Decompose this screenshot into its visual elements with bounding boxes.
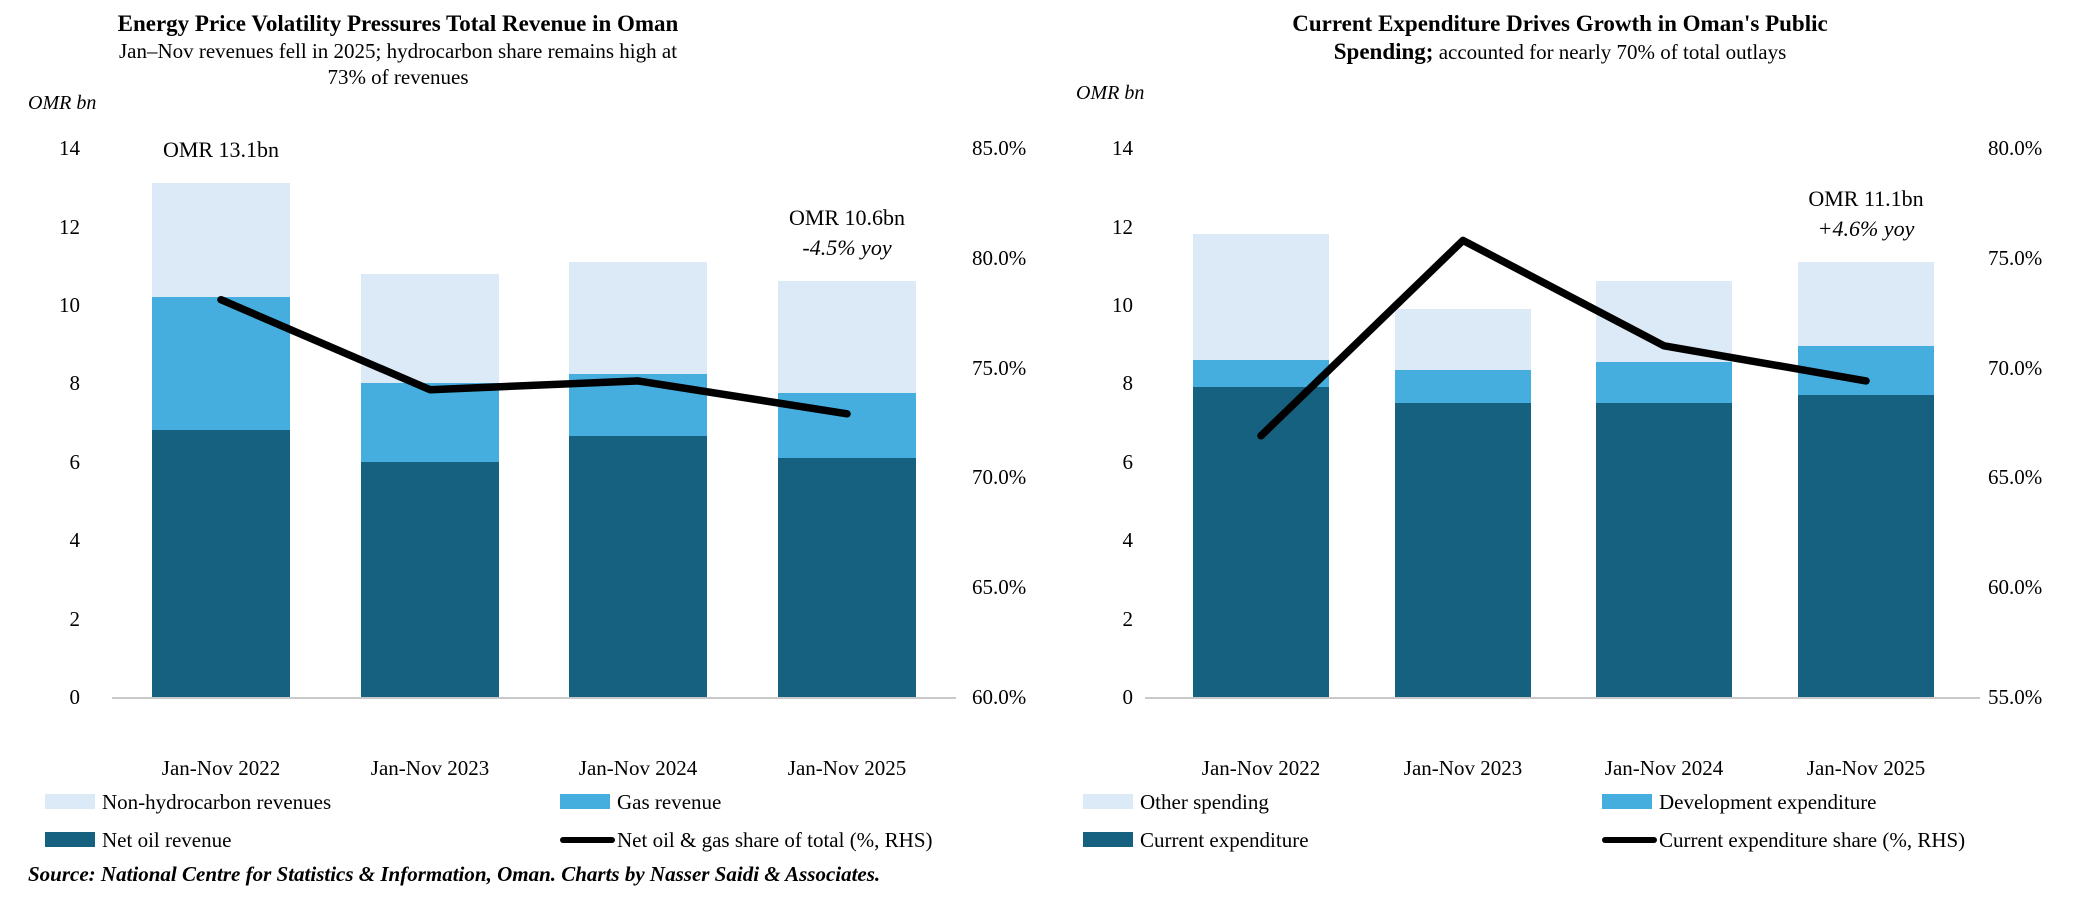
rhs-tick-label: 70.0% bbox=[972, 465, 1027, 490]
bar-segment-current-expenditure bbox=[1596, 403, 1732, 697]
rhs-tick-label: 80.0% bbox=[972, 245, 1027, 270]
lhs-tick-label: 4 bbox=[69, 528, 81, 553]
rhs-tick-label: 75.0% bbox=[1988, 245, 2043, 270]
bar-segment-gas-revenue bbox=[152, 297, 290, 431]
legend-swatch-development-expenditure bbox=[1602, 794, 1652, 809]
bar-segment-current-expenditure bbox=[1395, 403, 1531, 697]
rhs-tick-label: 55.0% bbox=[1988, 685, 2043, 709]
bar-segment-non-hydrocarbon-revenues bbox=[778, 281, 916, 394]
rhs-tick-label: 60.0% bbox=[1988, 575, 2043, 600]
right-chart-subtitle-part: accounted for nearly 70% of total outlay… bbox=[1433, 40, 1787, 64]
bar-segment-development-expenditure bbox=[1193, 359, 1329, 388]
category-label: Jan-Nov 2023 bbox=[1403, 756, 1523, 780]
right-chart-title-line2: Spending; accounted for nearly 70% of to… bbox=[1160, 38, 1960, 66]
category-label: Jan-Nov 2025 bbox=[1806, 756, 1926, 780]
share-line bbox=[217, 295, 851, 418]
bar-segment-non-hydrocarbon-revenues bbox=[152, 183, 290, 298]
legend-line-swatch bbox=[560, 837, 615, 843]
lhs-tick-label: 14 bbox=[1112, 136, 1133, 161]
bar-segment-net-oil-revenue bbox=[569, 436, 707, 697]
rhs-tick-label: 60.0% bbox=[972, 685, 1027, 709]
bar-annotation-line: +4.6% yoy bbox=[1817, 215, 1915, 241]
left-chart-subtitle-line2: 73% of revenues bbox=[327, 65, 469, 89]
bar-segment-other-spending bbox=[1596, 281, 1732, 362]
rhs-tick-label: 70.0% bbox=[1988, 355, 2043, 380]
left-chart-subtitle-line1: Jan–Nov revenues fell in 2025; hydrocarb… bbox=[118, 39, 678, 63]
lhs-tick-label: 2 bbox=[69, 606, 81, 631]
legend-label: Current expenditure bbox=[1140, 828, 1309, 852]
bar-segment-net-oil-revenue bbox=[152, 430, 290, 697]
bar-segment-gas-revenue bbox=[778, 393, 916, 458]
legend-label: Net oil revenue bbox=[102, 828, 232, 852]
bar-segment-development-expenditure bbox=[1798, 346, 1934, 396]
legend-line-swatch bbox=[1602, 837, 1657, 843]
rhs-tick-label: 75.0% bbox=[972, 355, 1027, 380]
lhs-tick-label: 10 bbox=[59, 293, 80, 317]
bar-segment-net-oil-revenue bbox=[778, 457, 916, 697]
lhs-tick-label: 12 bbox=[59, 214, 80, 239]
bar-annotation-line: -4.5% yoy bbox=[802, 235, 892, 261]
legend-label: Net oil & gas share of total (%, RHS) bbox=[617, 828, 933, 852]
legend-label: Non-hydrocarbon revenues bbox=[102, 790, 332, 814]
lhs-tick-label: 6 bbox=[69, 449, 81, 474]
bar-annotation-line: OMR 11.1bn bbox=[1808, 185, 1924, 211]
bar-segment-non-hydrocarbon-revenues bbox=[361, 273, 499, 384]
lhs-tick-label: 0 bbox=[1122, 685, 1134, 709]
lhs-tick-label: 12 bbox=[1112, 214, 1133, 239]
legend-label: Current expenditure share (%, RHS) bbox=[1659, 828, 1966, 852]
legend-swatch-other-spending bbox=[1083, 794, 1133, 809]
right-chart-title-line1: Current Expenditure Drives Growth in Oma… bbox=[1292, 11, 1828, 36]
rhs-tick-label: 80.0% bbox=[1988, 136, 2043, 161]
right-axis-unit-label: OMR bn bbox=[1076, 82, 1145, 104]
lhs-tick-label: 8 bbox=[1122, 371, 1134, 396]
category-label: Jan-Nov 2022 bbox=[1201, 756, 1321, 780]
category-label: Jan-Nov 2023 bbox=[370, 756, 490, 780]
legend-swatch-gas-revenue bbox=[560, 794, 610, 809]
right-chart-title-bold-part: Spending; bbox=[1333, 39, 1434, 64]
bar-segment-other-spending bbox=[1193, 234, 1329, 360]
lhs-tick-label: 8 bbox=[69, 371, 81, 396]
bar-segment-current-expenditure bbox=[1193, 387, 1329, 697]
legend-swatch-net-oil-revenue bbox=[45, 832, 95, 847]
lhs-tick-label: 2 bbox=[1122, 606, 1134, 631]
lhs-tick-label: 10 bbox=[1112, 293, 1133, 317]
bar-segment-other-spending bbox=[1798, 261, 1934, 347]
category-label: Jan-Nov 2024 bbox=[578, 756, 698, 780]
bar-segment-net-oil-revenue bbox=[361, 461, 499, 697]
lhs-tick-label: 14 bbox=[59, 136, 80, 161]
bar-segment-gas-revenue bbox=[361, 383, 499, 462]
left-chart-title: Energy Price Volatility Pressures Total … bbox=[117, 11, 679, 36]
bar-annotation-line: OMR 10.6bn bbox=[788, 205, 906, 231]
legend-label: Development expenditure bbox=[1659, 790, 1877, 814]
category-label: Jan-Nov 2024 bbox=[1604, 756, 1724, 780]
left-axis-unit-label: OMR bn bbox=[28, 92, 97, 114]
bar-segment-gas-revenue bbox=[569, 373, 707, 437]
lhs-tick-label: 4 bbox=[1122, 528, 1134, 553]
legend-swatch-current-expenditure bbox=[1083, 832, 1133, 847]
lhs-tick-label: 0 bbox=[69, 685, 81, 709]
lhs-tick-label: 6 bbox=[1122, 449, 1134, 474]
x-axis-line bbox=[1145, 697, 1980, 699]
legend-label: Gas revenue bbox=[617, 790, 722, 814]
bar-segment-current-expenditure bbox=[1798, 395, 1934, 697]
legend-label: Other spending bbox=[1140, 790, 1269, 814]
left-title-block: Energy Price Volatility Pressures Total … bbox=[0, 10, 796, 90]
share-line bbox=[1257, 236, 1870, 440]
category-label: Jan-Nov 2025 bbox=[787, 756, 907, 780]
rhs-tick-label: 65.0% bbox=[972, 575, 1027, 600]
right-title-block: Current Expenditure Drives Growth in Oma… bbox=[1160, 10, 1960, 66]
bar-segment-other-spending bbox=[1395, 308, 1531, 370]
category-label: Jan-Nov 2022 bbox=[161, 756, 281, 780]
rhs-tick-label: 65.0% bbox=[1988, 465, 2043, 490]
x-axis-line bbox=[112, 697, 956, 699]
bar-segment-development-expenditure bbox=[1395, 369, 1531, 403]
bar-segment-development-expenditure bbox=[1596, 361, 1732, 403]
source-note: Source: National Centre for Statistics &… bbox=[28, 862, 881, 886]
legend-swatch-non-hydrocarbon-revenues bbox=[45, 794, 95, 809]
bar-segment-non-hydrocarbon-revenues bbox=[569, 261, 707, 374]
bar-annotation-line: OMR 13.1bn bbox=[162, 137, 280, 163]
rhs-tick-label: 85.0% bbox=[972, 136, 1027, 161]
